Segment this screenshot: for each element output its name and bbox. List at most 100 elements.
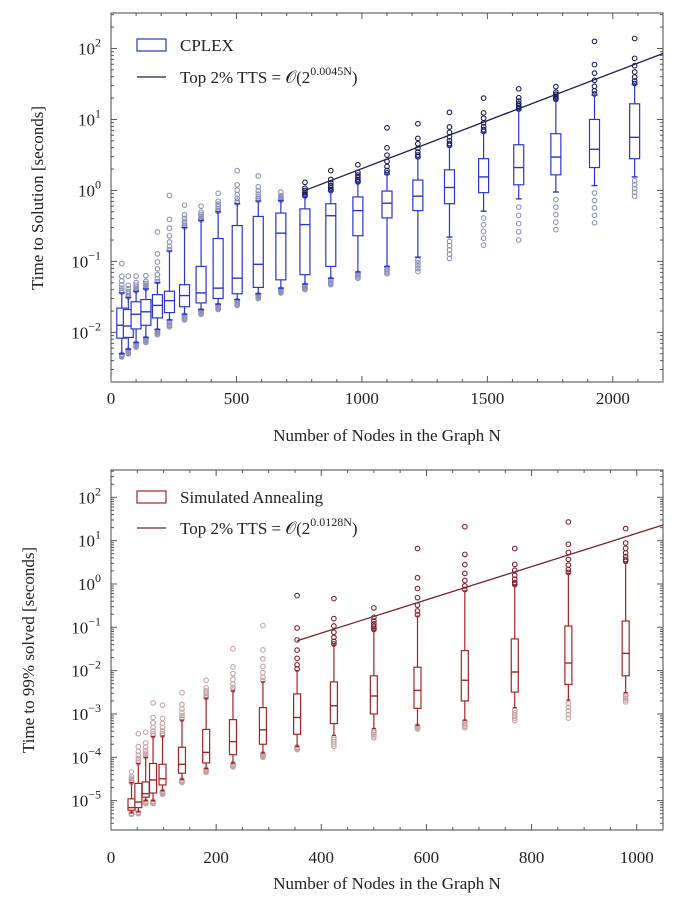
- iqr-box: [195, 265, 207, 304]
- outlier-point: [166, 243, 173, 250]
- outlier-point: [150, 700, 156, 706]
- y-tick-label: 101: [78, 106, 101, 129]
- iqr-box: [413, 666, 422, 709]
- outlier-point: [565, 708, 572, 714]
- legend-fit-label: Top 2% TTS = 𝒪(20.0045N): [180, 64, 358, 87]
- outlier-point: [215, 306, 221, 313]
- outlier-point: [591, 190, 598, 196]
- outlier-point: [294, 592, 300, 599]
- outlier-point: [154, 229, 161, 235]
- box-870: [564, 519, 573, 722]
- iqr-box: [158, 763, 167, 786]
- y-tick-label: 10−4: [71, 744, 101, 767]
- outlier-point: [179, 701, 185, 708]
- outlier-point: [591, 205, 598, 211]
- iqr-box: [564, 625, 573, 686]
- outlier-point: [142, 729, 149, 736]
- outlier-point: [159, 715, 166, 722]
- y-tick-label: 10−2: [71, 319, 101, 342]
- outlier-point: [255, 194, 262, 200]
- outlier-point: [631, 193, 638, 200]
- box-185: [151, 229, 164, 338]
- outlier-point: [181, 317, 188, 323]
- outlier-point: [260, 669, 266, 676]
- fit-line: [304, 52, 664, 192]
- outlier-point: [260, 754, 266, 761]
- x-axis-label: Number of Nodes in the Graph N: [273, 426, 501, 445]
- outlier-point: [565, 711, 572, 718]
- outlier-point: [480, 242, 487, 248]
- box-583: [413, 545, 422, 732]
- legend-box-label: CPLEX: [180, 36, 234, 55]
- x-axis-label: Number of Nodes in the Graph N: [273, 874, 501, 893]
- outlier-point: [415, 265, 421, 272]
- outlier-point: [511, 717, 518, 724]
- outlier-point: [622, 695, 629, 702]
- outlier-point: [255, 173, 262, 179]
- outlier-point: [414, 574, 421, 581]
- outlier-point: [371, 733, 377, 739]
- box-181: [202, 677, 211, 776]
- outlier-point: [331, 743, 337, 750]
- x-tick-label: 1000: [345, 389, 379, 408]
- outlier-point: [591, 70, 598, 76]
- legend-box-label: Simulated Annealing: [180, 488, 324, 507]
- outlier-point: [565, 519, 572, 525]
- legend: Simulated Annealing Top 2% TTS = 𝒪(20.012…: [136, 488, 358, 538]
- box-293: [178, 202, 191, 323]
- outlier-point: [565, 562, 572, 568]
- outlier-point: [150, 800, 156, 807]
- outlier-point: [631, 78, 638, 84]
- outlier-point: [125, 350, 132, 357]
- outlier-point: [302, 187, 308, 194]
- outlier-point: [384, 270, 390, 277]
- outlier-point: [278, 290, 284, 296]
- iqr-box: [381, 190, 393, 219]
- iqr-box: [588, 118, 601, 169]
- outlier-point: [154, 259, 161, 265]
- fit-line: [296, 524, 664, 642]
- outlier-point: [622, 540, 629, 546]
- outlier-point: [565, 541, 572, 548]
- outlier-point: [166, 323, 173, 330]
- outlier-point: [553, 226, 559, 233]
- outlier-point: [591, 88, 598, 94]
- outlier-point: [135, 755, 142, 762]
- iqr-box: [510, 638, 519, 693]
- outlier-point: [215, 203, 221, 210]
- outlier-point: [553, 204, 559, 210]
- outlier-point: [260, 655, 266, 662]
- outlier-point: [371, 605, 377, 611]
- outlier-point: [415, 262, 421, 269]
- box-135: [177, 689, 187, 786]
- outlier-point: [118, 354, 125, 360]
- outlier-point: [511, 545, 518, 552]
- outlier-point: [384, 152, 390, 159]
- outlier-point: [631, 181, 638, 188]
- outlier-point: [327, 281, 334, 288]
- outlier-point: [622, 693, 629, 700]
- x-tick-label: 500: [224, 389, 250, 408]
- outlier-point: [415, 120, 421, 127]
- outlier-point: [143, 339, 149, 346]
- outlier-point: [565, 715, 572, 722]
- box-1223: [412, 120, 424, 275]
- iqr-box: [275, 212, 287, 281]
- outlier-point: [622, 697, 629, 703]
- outlier-point: [125, 285, 132, 292]
- iqr-box: [325, 203, 337, 268]
- outlier-point: [166, 216, 173, 223]
- outlier-point: [415, 268, 421, 275]
- outlier-point: [591, 61, 598, 68]
- y-tick-label: 102: [78, 484, 101, 507]
- legend: CPLEX Top 2% TTS = 𝒪(20.0045N): [136, 36, 358, 87]
- outlier-point: [215, 201, 221, 208]
- outlier-point: [294, 647, 300, 653]
- cplex-chart-panel: Time to Solution [seconds] Number of Nod…: [28, 12, 664, 445]
- x-tick-label: 200: [203, 848, 229, 867]
- box-2087: [629, 35, 641, 200]
- outlier-point: [215, 190, 221, 197]
- outlier-point: [631, 177, 638, 184]
- outlier-point: [414, 608, 421, 614]
- iqr-box: [177, 746, 187, 774]
